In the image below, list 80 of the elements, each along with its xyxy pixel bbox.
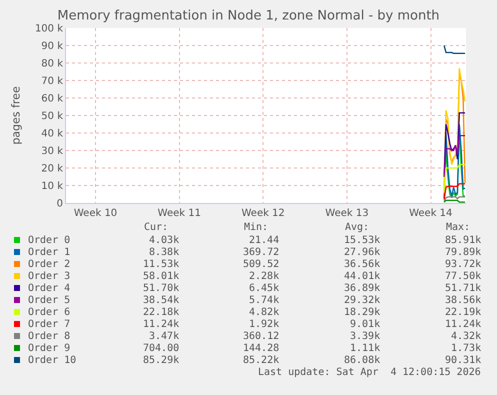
legend-label: Order 4 (28, 283, 70, 294)
text: 29.32k (344, 295, 380, 306)
text: 58.01k (143, 271, 180, 282)
legend-label: Order 0 (28, 235, 70, 246)
text: 4.32k (451, 331, 482, 342)
text: 18.29k (344, 307, 380, 318)
x-tick-label: Week 10 (74, 208, 118, 219)
text: 369.72 (243, 247, 280, 258)
text: 22.18k (143, 307, 180, 318)
legend-label: Order 2 (28, 259, 70, 270)
text: 36.89k (344, 283, 380, 294)
text: 3.39k (350, 331, 380, 342)
text: 11.24k (445, 319, 482, 330)
y-tick-label: 80 k (41, 58, 64, 70)
text: 15.53k (344, 235, 380, 246)
text: 38.54k (143, 295, 180, 306)
text: 8.38k (149, 247, 180, 258)
text: 360.12 (243, 331, 280, 342)
y-tick-label: 0 (56, 198, 63, 210)
text: Min: (244, 222, 268, 233)
text: Avg: (345, 222, 370, 233)
legend-label: Order 7 (28, 319, 70, 330)
text: 36.56k (344, 259, 380, 270)
y-tick-label: 10 k (41, 181, 64, 192)
text: 51.71k (445, 283, 482, 294)
legend-label: Order 8 (28, 331, 70, 342)
text: 22.19k (445, 307, 482, 318)
legend-label: Order 6 (28, 307, 70, 318)
line-series (443, 134, 466, 178)
y-axis-title: pages free (10, 86, 23, 145)
text: 4.82k (249, 307, 280, 318)
x-tick-label: Week 12 (241, 208, 285, 219)
text: 144.28 (243, 343, 280, 354)
text: 51.70k (143, 283, 180, 294)
y-tick-label: 100 k (34, 24, 64, 34)
y-tick-label: 30 k (41, 146, 64, 157)
legend-label: Order 10 (28, 355, 76, 366)
text: 21.44 (249, 235, 280, 246)
text: 93.72k (445, 259, 482, 270)
y-tick-label: 20 k (41, 164, 64, 174)
chart-title: Memory fragmentation in Node 1, zone Normal - by month (57, 8, 440, 24)
text: 1.92k (249, 319, 280, 330)
text: Cur: (144, 222, 168, 233)
text: 1.11k (350, 343, 380, 354)
text: 4.03k (149, 235, 180, 246)
text: 85.29k (143, 355, 180, 366)
text: 11.53k (143, 259, 180, 270)
legend-label: Order 9 (28, 343, 70, 354)
text: 85.22k (243, 355, 280, 366)
text: Max: (446, 222, 470, 233)
text: 11.24k (143, 319, 180, 330)
y-tick-label: 70 k (41, 76, 64, 87)
text: 2.28k (249, 271, 280, 282)
text: 90.31k (445, 355, 482, 366)
text: 85.91k (445, 235, 482, 246)
legend-label: Order 5 (28, 295, 70, 306)
y-tick-label: 40 k (41, 128, 64, 140)
y-tick-label: 50 k (41, 111, 64, 122)
text: 704.00 (143, 343, 180, 354)
x-tick-label: Week 11 (158, 208, 201, 219)
x-tick-label: Week 14 (409, 208, 452, 219)
text: 44.01k (344, 271, 380, 282)
text: 3.47k (149, 331, 180, 342)
text: Last update: Sat Apr 4 12:00:15 2026 (258, 367, 481, 378)
x-tick-label: Week 13 (325, 208, 369, 219)
text: 79.89k (445, 247, 482, 258)
text: 27.96k (344, 247, 380, 258)
text: 5.74k (249, 295, 280, 306)
legend-label: Order 3 (28, 271, 70, 282)
text: 38.56k (445, 295, 482, 306)
line-series (443, 183, 466, 200)
text: 1.73k (451, 343, 482, 354)
text: 77.50k (445, 271, 482, 282)
legend-label: Order 1 (28, 247, 70, 258)
text: 9.01k (350, 319, 380, 330)
text: 509.52 (243, 259, 280, 270)
y-tick-label: 90 k (41, 41, 64, 52)
y-tick-label: 60 k (41, 94, 64, 104)
text: 86.08k (344, 355, 380, 366)
text: 6.45k (249, 283, 280, 294)
